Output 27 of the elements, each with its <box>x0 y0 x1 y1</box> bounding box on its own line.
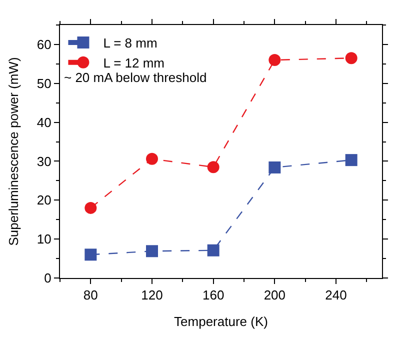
point <box>345 52 358 64</box>
point <box>84 202 97 214</box>
point <box>345 154 358 166</box>
point <box>146 245 158 258</box>
y-tick-label: 0 <box>44 270 52 286</box>
point <box>207 244 220 256</box>
point <box>268 54 281 66</box>
point <box>84 248 97 261</box>
legend-label: L = 8 mm <box>103 36 158 51</box>
y-tick-label: 60 <box>36 37 52 52</box>
point <box>207 161 220 174</box>
y-tick-label: 50 <box>36 76 52 91</box>
y-tick-label: 20 <box>36 192 52 208</box>
x-tick-label: 120 <box>141 288 163 303</box>
annotation: ~ 20 mA below threshold <box>64 70 207 85</box>
x-tick-label: 80 <box>83 288 98 303</box>
y-axis-title: Superluminescence power (mW) <box>6 57 21 246</box>
x-tick-label: 240 <box>325 288 347 303</box>
y-tick-label: 40 <box>36 114 52 130</box>
y-tick-label: 30 <box>36 154 52 169</box>
y-tick-label: 10 <box>36 232 52 247</box>
x-tick-label: 160 <box>202 288 224 303</box>
legend-label: L = 12 mm <box>103 55 165 70</box>
point <box>146 152 158 165</box>
point <box>268 161 281 174</box>
x-tick-label: 200 <box>264 288 286 303</box>
x-axis-title: Temperature (K) <box>174 314 268 330</box>
